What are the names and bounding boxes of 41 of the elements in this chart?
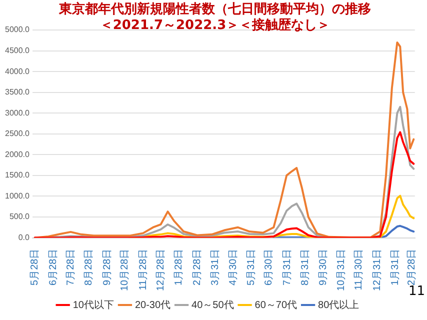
y-tick-label: 3000.0 xyxy=(5,108,30,118)
x-tick-label: 5月28日 xyxy=(30,248,41,286)
x-tick-label: 6月28日 xyxy=(48,248,59,286)
chart-subtitle: ＜2021.7～2022.3＞＜接触歴なし＞ xyxy=(98,18,332,34)
x-tick-label: 11月30日 xyxy=(354,248,365,290)
x-tick-label: 8月31日 xyxy=(300,248,312,286)
x-tick-label: 1月28日 xyxy=(174,248,185,286)
x-tick-label: 7月31日 xyxy=(282,248,293,286)
y-tick-label: 0.0 xyxy=(18,232,30,242)
x-tick-label: 10月28日 xyxy=(120,248,131,292)
legend-label: 40～50代 xyxy=(192,300,234,311)
legend-label: 60～70代 xyxy=(254,300,298,311)
y-tick-label: 3500.0 xyxy=(5,88,30,97)
y-tick-label: 4500.0 xyxy=(5,46,30,55)
y-tick-label: 500.0 xyxy=(9,212,30,222)
x-tick-label: 11月28日 xyxy=(138,248,149,290)
legend-label: 20-30代 xyxy=(134,300,171,311)
legend-label: 10代以下 xyxy=(72,298,114,311)
x-tick-label: 4月30日 xyxy=(228,248,239,286)
y-tick-label: 4000.0 xyxy=(5,66,30,76)
y-tick-label: 2000.0 xyxy=(5,150,30,159)
chart-title: 東京都年代別新規陽性者数（七日間移動平均）の推移 xyxy=(58,2,372,18)
y-tick-label: 1000.0 xyxy=(5,191,30,200)
legend-label: 80代以上 xyxy=(318,298,360,311)
y-tick-label: 2500.0 xyxy=(5,129,30,138)
x-tick-label: 6月30日 xyxy=(264,248,275,286)
x-tick-label: 9月30日 xyxy=(318,248,329,286)
x-tick-label: 2月28日 xyxy=(406,248,418,286)
x-tick-label: 8月28日 xyxy=(84,248,95,286)
x-tick-label: 9月28日 xyxy=(102,248,113,286)
x-tick-label: 10月31日 xyxy=(336,248,348,292)
x-tick-label: 12月31日 xyxy=(372,248,383,292)
y-tick-label: 1500.0 xyxy=(5,170,30,180)
x-tick-label: 3月31日 xyxy=(210,248,222,286)
y-tick-label: 5000.0 xyxy=(5,25,30,34)
x-tick-label: 7月28日 xyxy=(65,248,76,286)
x-tick-label: 5月31日 xyxy=(246,248,258,286)
x-tick-label: 2月28日 xyxy=(192,248,203,286)
x-tick-label: 12月28日 xyxy=(155,248,166,292)
x-tick-label: 1月31日 xyxy=(390,248,402,286)
text: 11 xyxy=(408,284,425,299)
